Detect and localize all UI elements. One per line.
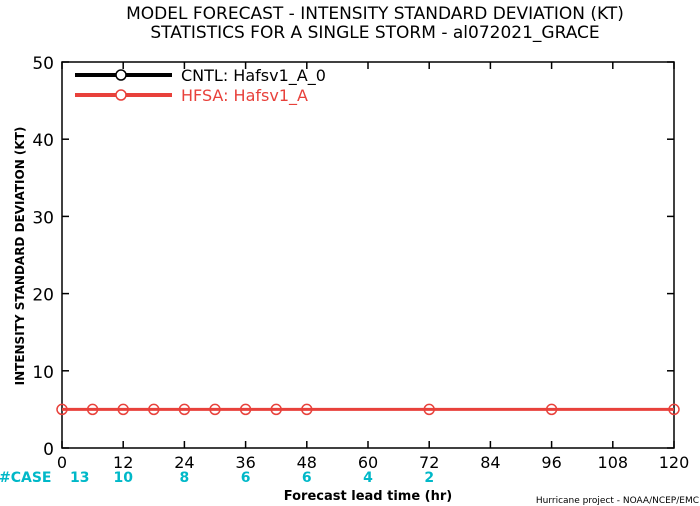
y-tick-label: 0 (43, 440, 54, 460)
y-axis-label: INTENSITY STANDARD DEVIATION (KT) (13, 127, 27, 386)
series-layer (56, 403, 680, 416)
x-axis-ticks: 0 12 24 36 48 60 72 84 96 108 120 (57, 62, 689, 472)
x-tick-label: 120 (659, 453, 690, 472)
x-tick-label: 60 (358, 453, 378, 472)
x-axis-label: Forecast lead time (hr) (284, 489, 452, 504)
legend-label: HFSA: Hafsv1_A (181, 86, 308, 106)
data-point (56, 403, 68, 416)
x-tick-label: 84 (480, 453, 500, 472)
data-point (209, 403, 221, 416)
footer-credit: Hurricane project - NOAA/NCEP/EMC (536, 496, 699, 506)
case-count: 4 (363, 470, 373, 486)
case-count: 10 (113, 470, 133, 486)
data-point (86, 403, 99, 416)
x-tick-label: 12 (113, 453, 133, 472)
case-count: 6 (302, 470, 312, 486)
data-point (668, 403, 680, 416)
x-tick-label: 96 (541, 453, 561, 472)
legend-swatch-marker (115, 69, 127, 81)
data-point (423, 403, 435, 416)
data-point (148, 403, 160, 416)
data-point (270, 403, 282, 416)
data-point (239, 403, 252, 416)
case-count: 8 (180, 470, 190, 486)
data-point (301, 403, 313, 416)
legend-swatch-marker (115, 89, 127, 101)
data-point (545, 403, 558, 416)
data-point (178, 403, 191, 416)
y-tick-label: 20 (32, 286, 54, 306)
case-label: #CASE (0, 470, 52, 486)
y-tick-label: 40 (32, 131, 54, 151)
y-tick-label: 30 (32, 208, 54, 228)
legend-label: CNTL: Hafsv1_A_0 (181, 66, 326, 86)
case-count: 13 (70, 470, 89, 486)
data-point (117, 403, 129, 416)
chart-subtitle: STATISTICS FOR A SINGLE STORM - al072021… (150, 23, 599, 43)
plot-area (61, 61, 675, 449)
x-tick-label: 24 (174, 453, 194, 472)
chart-title: MODEL FORECAST - INTENSITY STANDARD DEVI… (126, 4, 624, 24)
x-tick-label: 48 (297, 453, 317, 472)
x-tick-label: 36 (235, 453, 255, 472)
x-tick-label: 108 (598, 453, 629, 472)
x-tick-label: 72 (419, 453, 439, 472)
case-count: 6 (241, 470, 251, 486)
case-counts: 13 10 8 6 6 4 2 (70, 470, 434, 486)
y-axis-ticks: 0 10 20 30 40 50 (32, 54, 674, 460)
x-tick-label: 0 (57, 453, 67, 472)
case-count: 2 (424, 470, 434, 486)
y-tick-label: 10 (32, 363, 54, 383)
y-tick-label: 50 (32, 54, 54, 74)
